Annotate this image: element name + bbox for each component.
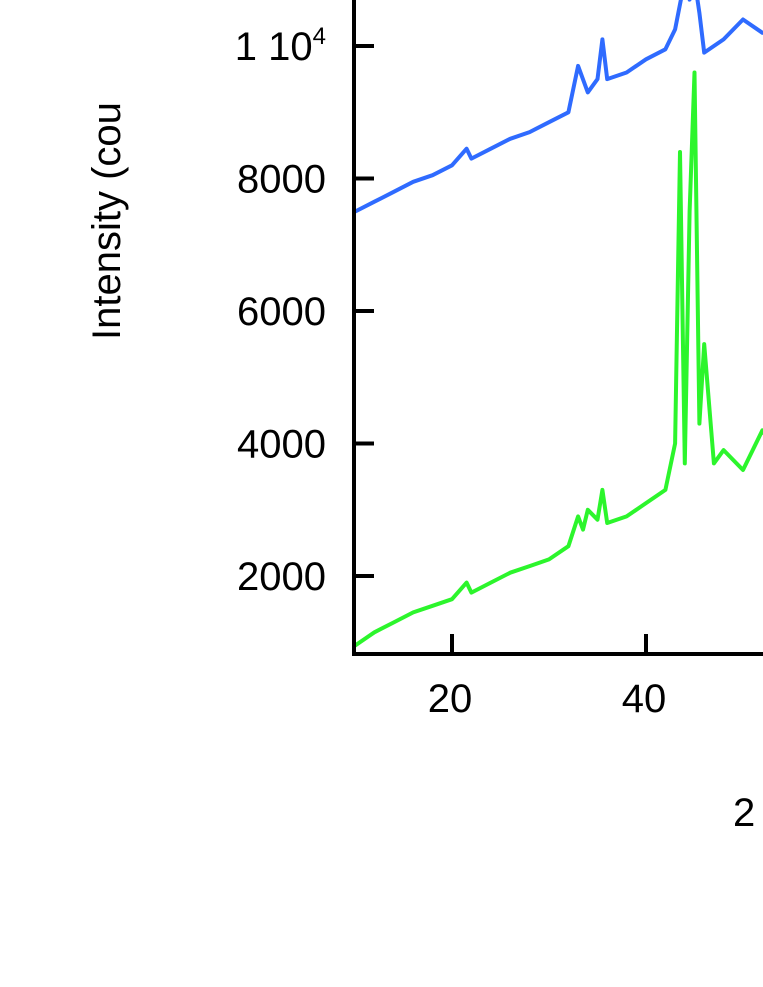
y-tick-label: 1 104	[235, 23, 326, 69]
series-line-2	[354, 70, 763, 648]
x-tick-label: 20	[428, 677, 473, 721]
y-tick-label: 6000	[237, 290, 326, 334]
y-ticks: 2000 4000 6000 8000 1 104	[235, 23, 374, 599]
x-ticks: 20 40	[428, 634, 667, 721]
series-line-1	[354, 0, 763, 214]
y-tick-label: 4000	[237, 423, 326, 467]
plot-lines	[354, 0, 763, 648]
y-axis-title: Intensity (cou	[85, 102, 129, 340]
x-tick-label: 40	[622, 677, 667, 721]
x-axis-title: 2	[733, 791, 755, 835]
y-tick-label: 2000	[237, 555, 326, 599]
y-tick-label: 8000	[237, 158, 326, 202]
